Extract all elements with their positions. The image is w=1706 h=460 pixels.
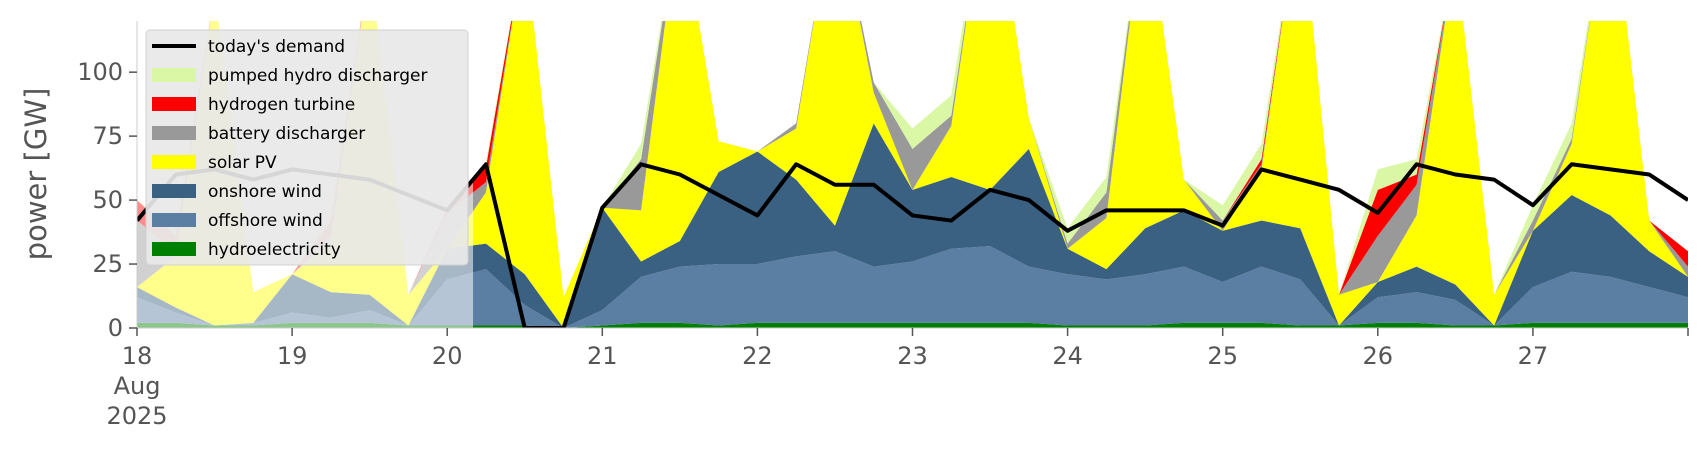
legend: today's demand pumped hydro discharger hyd… xyxy=(145,29,469,266)
area-battery-discharger xyxy=(137,21,1688,298)
legend-label: onshore wind xyxy=(208,182,322,202)
legend-swatch xyxy=(152,242,196,256)
x-tick-label: 20 xyxy=(432,342,463,370)
legend-label: solar PV xyxy=(208,153,277,173)
legend-box xyxy=(145,29,469,266)
legend-swatch xyxy=(152,155,196,169)
y-tick-label: 75 xyxy=(92,122,123,150)
y-axis-label: power [GW] xyxy=(19,88,53,261)
x-tick-label: 24 xyxy=(1052,342,1083,370)
area-layers xyxy=(137,21,1688,328)
legend-swatch xyxy=(152,68,196,82)
y-tick-label: 0 xyxy=(108,314,123,342)
x-tick-label: 22 xyxy=(742,342,773,370)
legend-label: hydroelectricity xyxy=(208,240,341,260)
x-tick-label: 19 xyxy=(277,342,308,370)
area-onshore-wind xyxy=(137,123,1688,328)
legend-swatch xyxy=(152,126,196,140)
x-tick-label: 27 xyxy=(1518,342,1549,370)
x-tick-label: 26 xyxy=(1363,342,1394,370)
legend-swatch xyxy=(152,97,196,111)
y-tick-label: 25 xyxy=(92,250,123,278)
x-tick-sublabel: 2025 xyxy=(106,402,167,430)
legend-label: offshore wind xyxy=(208,211,323,231)
x-tick-label: 25 xyxy=(1207,342,1238,370)
y-axis: 0 25 50 75 100 xyxy=(77,21,138,342)
legend-swatch xyxy=(152,184,196,198)
x-tick-label: 21 xyxy=(587,342,618,370)
y-tick-label: 100 xyxy=(77,58,123,86)
x-tick-sublabel: Aug xyxy=(114,372,161,400)
area-solar-PV xyxy=(137,21,1688,328)
legend-label: pumped hydro discharger xyxy=(208,66,427,86)
legend-label: today's demand xyxy=(208,37,345,57)
legend-swatch xyxy=(152,213,196,227)
legend-label: hydrogen turbine xyxy=(208,95,355,115)
x-tick-label: 23 xyxy=(897,342,928,370)
area-offshore-wind xyxy=(137,246,1688,328)
legend-label: battery discharger xyxy=(208,124,365,144)
x-tick-label: 18 xyxy=(122,342,153,370)
y-tick-label: 50 xyxy=(92,186,123,214)
